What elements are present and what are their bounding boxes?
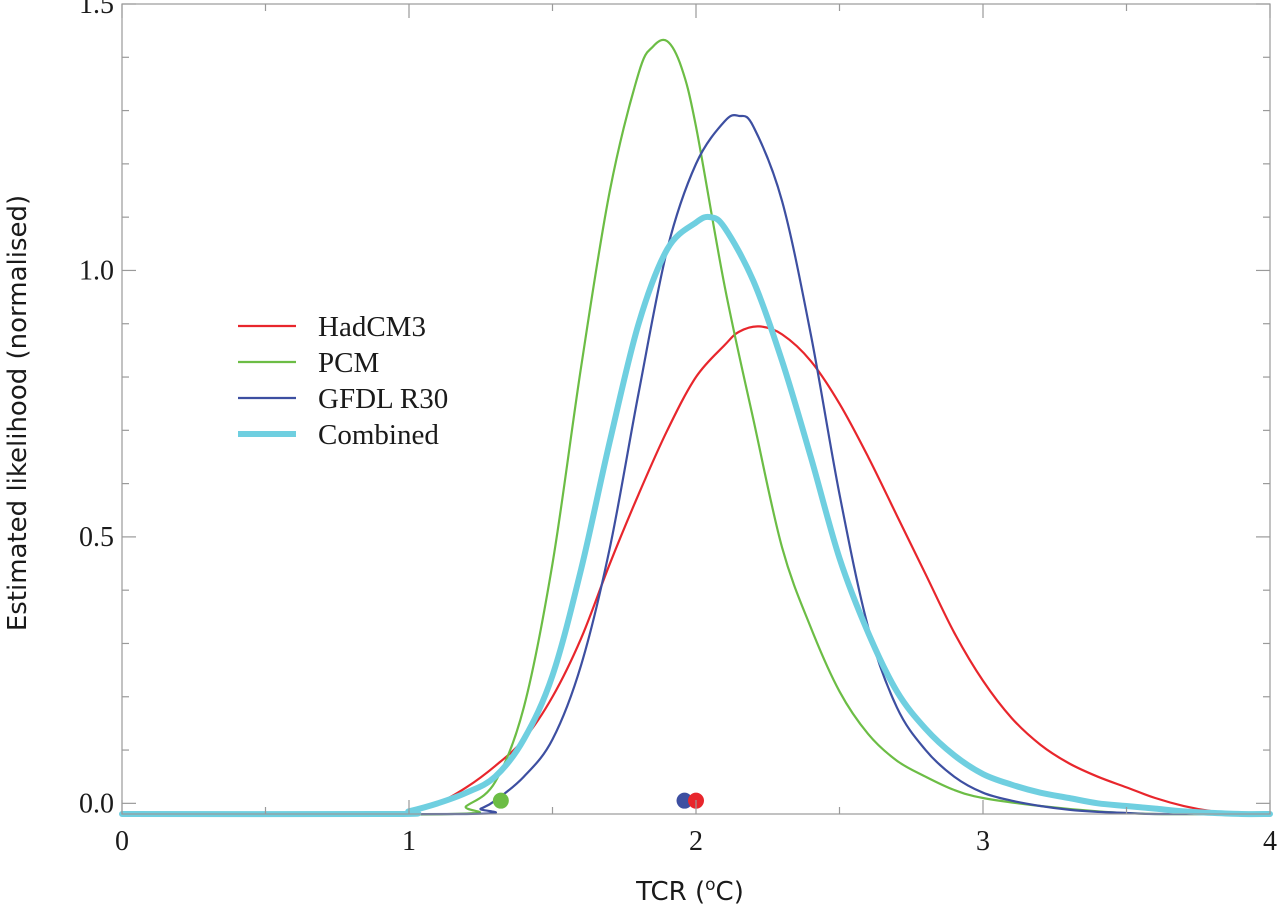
y-tick-label: 1.5 xyxy=(79,0,114,20)
x-tick-label: 0 xyxy=(115,826,129,857)
series-line-pcm xyxy=(120,38,1272,816)
y-tick-label: 1.0 xyxy=(79,255,114,286)
marker-pcm xyxy=(492,792,509,809)
series-line-gfdl-r30 xyxy=(120,114,1272,816)
y-tick-label: 0.0 xyxy=(79,788,114,819)
y-axis-title: Estimated likelihood (normalised) xyxy=(3,195,33,631)
legend-label: HadCM3 xyxy=(318,311,426,343)
x-tick-label: 2 xyxy=(689,826,703,857)
legend-label: GFDL R30 xyxy=(318,383,448,415)
series-line-hadcm3 xyxy=(120,325,1272,816)
x-axis-title: TCR (oC) xyxy=(635,875,744,907)
x-tick-label: 3 xyxy=(976,826,990,857)
legend-label: PCM xyxy=(318,347,379,379)
x-tick-label: 1 xyxy=(402,826,416,857)
y-tick-label: 0.5 xyxy=(79,522,114,553)
marker-gfdl-r30 xyxy=(676,792,693,809)
series-line-combined xyxy=(119,213,1273,818)
legend: HadCM3 PCM GFDL R30 Combined xyxy=(238,311,448,451)
x-tick-label: 4 xyxy=(1263,826,1277,857)
legend-label: Combined xyxy=(318,419,439,451)
